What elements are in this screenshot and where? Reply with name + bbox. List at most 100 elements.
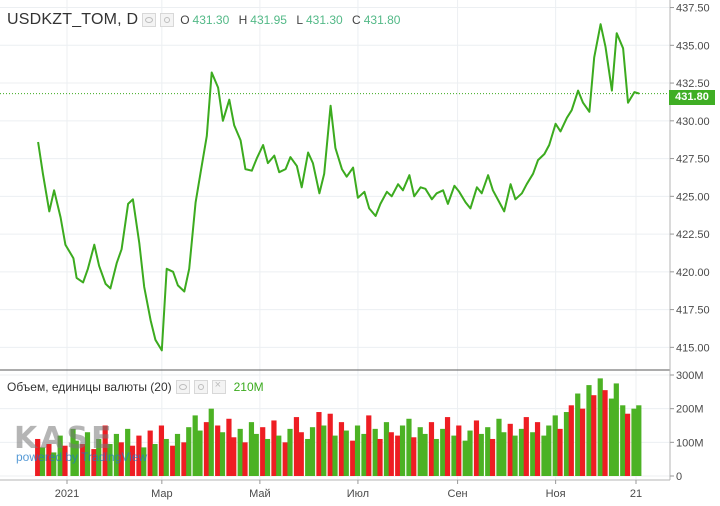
volume-bar	[507, 423, 513, 476]
price-scale[interactable]: 415.00 417.50 420.00 422.50 425.00 427.50 430.…	[670, 3, 710, 355]
volume-bar	[96, 438, 102, 476]
volume-bar	[91, 449, 97, 476]
volume-bar	[248, 422, 255, 476]
time-tick-label: 21	[630, 488, 642, 500]
volume-bar	[136, 435, 142, 476]
time-grid	[66, 0, 637, 480]
volume-bar	[192, 415, 198, 476]
volume-bar	[287, 428, 293, 476]
volume-bar	[57, 435, 63, 476]
volume-bar	[264, 438, 271, 476]
volume-bar	[163, 438, 169, 476]
eye-icon[interactable]	[142, 13, 157, 27]
volume-bar	[141, 447, 147, 476]
volume-bar	[242, 442, 248, 476]
volume-bar	[395, 435, 401, 476]
volume-bar	[546, 425, 552, 476]
volume-bar	[440, 428, 446, 476]
volume-bar	[406, 418, 412, 476]
volume-bar	[282, 442, 288, 476]
volume-bar	[152, 444, 158, 476]
volume-value: 210M	[233, 380, 264, 394]
volume-bar	[428, 422, 435, 476]
volume-bar	[579, 408, 586, 476]
volume-bar	[84, 432, 91, 476]
time-tick-label: Мар	[151, 488, 173, 500]
volume-bar	[354, 425, 361, 476]
volume-bar	[219, 432, 226, 476]
volume-bar	[321, 425, 327, 476]
volume-tick-label: 300M	[676, 370, 704, 382]
volume-bar	[620, 405, 626, 476]
volume-title[interactable]: Объем, единицы валюты (20)	[7, 380, 172, 394]
price-tick-label: 415.00	[676, 342, 710, 354]
volume-bar	[473, 420, 480, 476]
volume-bar	[305, 438, 311, 476]
price-series-line	[37, 23, 640, 352]
volume-bar	[158, 425, 165, 476]
volume-bar	[147, 430, 153, 476]
volume-bar	[73, 440, 79, 476]
volume-bar	[215, 425, 221, 476]
volume-bar	[462, 440, 468, 476]
time-scale[interactable]: 2021 Мар Май Июл Сен Ноя 21	[55, 480, 642, 500]
volume-bar	[350, 440, 356, 476]
volume-bar	[80, 444, 86, 476]
volume-bar	[298, 432, 304, 476]
time-tick-label: Сен	[448, 488, 468, 500]
volume-bar	[293, 417, 300, 476]
volume-scale[interactable]: 0 100M 200M 300M	[670, 370, 704, 483]
ohlc-key-close: C	[352, 13, 361, 27]
volume-bar	[444, 417, 451, 476]
symbol-title[interactable]: USDKZT_TOM, D	[7, 11, 139, 28]
volume-bar	[102, 425, 108, 476]
volume-bar	[433, 438, 439, 476]
volume-bar	[377, 438, 383, 476]
volume-bar	[170, 445, 176, 476]
volume-bar	[597, 378, 603, 476]
volume-bar	[485, 427, 491, 476]
volume-bar	[541, 435, 547, 476]
volume-bar	[417, 427, 423, 476]
volume-bar	[39, 447, 46, 476]
volume-bar	[372, 428, 378, 476]
volume-bar	[271, 420, 277, 476]
volume-bar	[489, 438, 496, 476]
eye-icon[interactable]	[175, 380, 190, 394]
volume-bar	[338, 422, 345, 476]
volume-bar	[260, 427, 266, 476]
volume-bar	[276, 435, 282, 476]
price-grid	[0, 7, 670, 348]
price-tick-label: 420.00	[676, 267, 710, 279]
ohlc-value-open: 431.30	[192, 13, 230, 27]
volume-bar	[226, 418, 232, 476]
ohlc-key-low: L	[296, 13, 303, 27]
volume-bar	[399, 425, 406, 476]
volume-bars	[35, 378, 642, 476]
volume-bar	[332, 435, 338, 476]
volume-tick-label: 0	[676, 471, 682, 483]
volume-bar	[129, 445, 136, 476]
volume-bar	[51, 452, 57, 476]
last-price-tag: 431.80	[669, 90, 715, 105]
ohlc-values: O 431.30 H 431.95 L 431.30 C 431.80	[180, 13, 406, 27]
volume-bar	[231, 437, 237, 476]
volume-bar	[361, 433, 367, 476]
close-icon[interactable]	[211, 379, 226, 394]
volume-bar	[636, 405, 642, 476]
volume-bar	[575, 393, 581, 476]
volume-bar	[186, 427, 192, 476]
volume-bar	[456, 425, 462, 476]
gear-icon[interactable]	[160, 13, 175, 27]
volume-bar	[602, 390, 608, 476]
volume-bar	[383, 422, 390, 476]
volume-bar	[388, 432, 394, 476]
volume-bar	[496, 418, 502, 476]
volume-bar	[70, 428, 76, 476]
gear-icon[interactable]	[193, 380, 208, 394]
volume-bar	[113, 433, 120, 476]
volume-bar	[451, 435, 457, 476]
volume-bar	[478, 433, 484, 476]
